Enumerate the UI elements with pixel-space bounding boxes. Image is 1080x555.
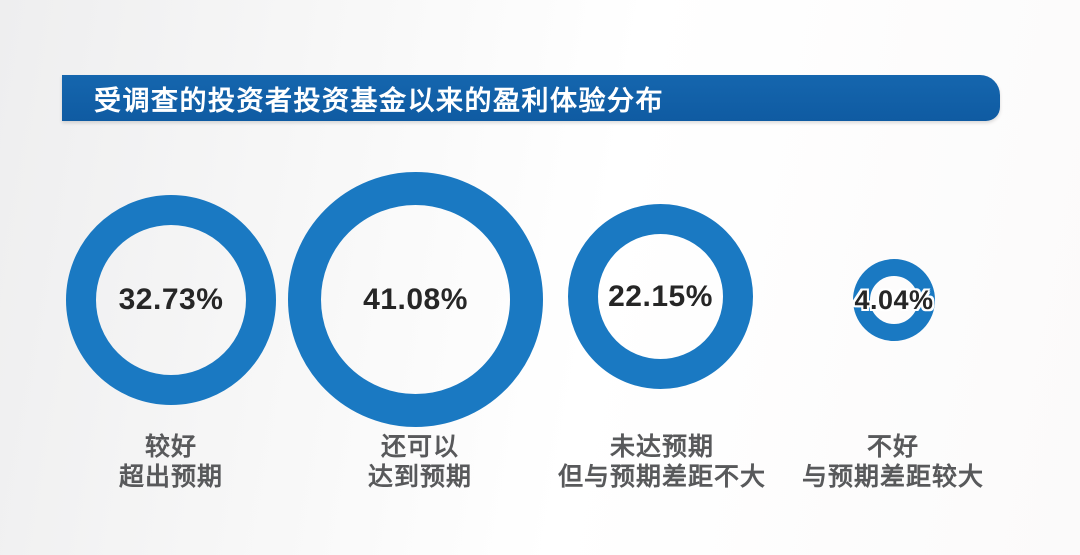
donut-ring-better-than-expected: 32.73% (66, 195, 276, 405)
title-banner: 受调查的投资者投资基金以来的盈利体验分布 (62, 75, 1000, 121)
donut-ring-well-below-expectations: 4.04% (853, 259, 935, 341)
percent-value-1: 32.73% (118, 283, 224, 316)
category-label-1-line1: 较好 (144, 433, 197, 461)
category-label-1: 较好 超出预期 (16, 432, 326, 492)
category-label-2-line2: 达到预期 (367, 463, 472, 491)
category-label-4-line1: 不好 (866, 433, 919, 461)
donut-ring-slightly-below-expectations: 22.15% (568, 204, 753, 389)
percent-value-3: 22.15% (608, 279, 713, 313)
category-label-3: 未达预期 但与预期差距不大 (507, 432, 817, 492)
percent-value-2: 41.08% (363, 282, 468, 316)
chart-title: 受调查的投资者投资基金以来的盈利体验分布 (94, 85, 664, 116)
category-label-3-line2: 但与预期差距不大 (557, 463, 766, 491)
donut-ring-met-expectations: 41.08% (288, 172, 543, 427)
category-label-1-line2: 超出预期 (118, 463, 223, 491)
category-label-2: 还可以 达到预期 (265, 432, 575, 492)
percent-value-4: 4.04% (854, 284, 934, 315)
category-label-4: 不好 与预期差距较大 (738, 432, 1048, 492)
category-label-2-line1: 还可以 (380, 433, 459, 461)
category-label-3-line1: 未达预期 (609, 433, 714, 461)
category-label-4-line2: 与预期差距较大 (801, 463, 984, 491)
